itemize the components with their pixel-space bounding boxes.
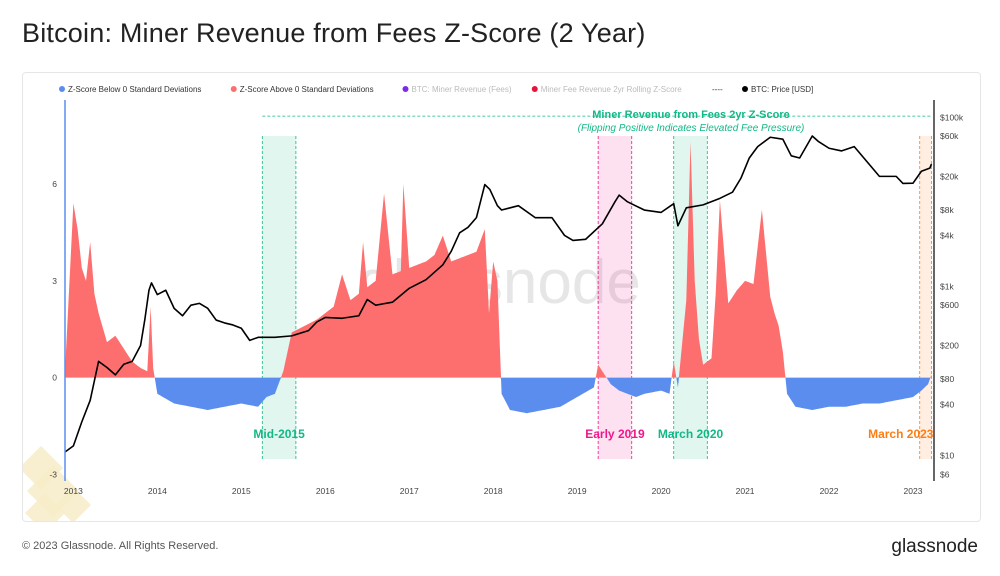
legend-marker	[230, 86, 237, 92]
y-right-tick-label: $20k	[940, 171, 959, 181]
legend-item[interactable]: BTC: Price [USD]	[742, 85, 813, 94]
legend-marker	[402, 86, 409, 92]
zscore-below-area	[65, 377, 932, 414]
highlight-band	[262, 136, 296, 459]
y-right-tick-label: $40	[940, 400, 954, 410]
band-label: March 2023	[868, 427, 934, 441]
x-tick-label: 2016	[316, 486, 335, 496]
x-tick-label: 2018	[484, 486, 503, 496]
x-tick-label: 2023	[904, 486, 923, 496]
legend-item[interactable]: ----	[712, 85, 723, 94]
legend-marker	[742, 86, 748, 92]
y-left-tick-label: -3	[49, 470, 57, 480]
legend-label: Miner Fee Revenue 2yr Rolling Z-Score	[541, 85, 682, 94]
y-right-tick-label: $200	[940, 341, 959, 351]
y-right-tick-label: $10	[940, 451, 954, 461]
diamond-logo	[23, 446, 91, 521]
y-left-tick-label: 0	[52, 373, 57, 383]
x-tick-label: 2021	[736, 486, 755, 496]
legend-label: ----	[712, 85, 723, 94]
diamond-shape	[55, 487, 91, 521]
legend-item[interactable]: Miner Fee Revenue 2yr Rolling Z-Score	[531, 85, 682, 94]
x-tick-label: 2017	[400, 486, 419, 496]
page-title: Bitcoin: Miner Revenue from Fees Z-Score…	[22, 18, 646, 48]
y-left-tick-label: 3	[52, 276, 57, 286]
brand-logo-text: glassnode	[891, 536, 978, 557]
legend-marker	[59, 86, 65, 92]
y-left-tick-label: 6	[52, 179, 57, 189]
band-label: Early 2019	[585, 427, 645, 441]
y-right-tick-label: $4k	[940, 230, 954, 240]
y-right-tick-label: $600	[940, 300, 959, 310]
diamond-shape	[23, 446, 63, 490]
x-tick-label: 2013	[64, 486, 83, 496]
chart-card: glassnode 6 3 0 -3 $100k $60k $20k $8k $4k $1k $60…	[22, 72, 981, 522]
x-tick-label: 2022	[820, 486, 839, 496]
copyright-text: © 2023 Glassnode. All Rights Reserved.	[22, 540, 219, 552]
y-right-tick-label: $8k	[940, 205, 954, 215]
highlight-band	[598, 136, 632, 459]
band-label: Mid-2015	[253, 427, 305, 441]
btc-price-line	[64, 135, 933, 453]
highlight-band	[919, 136, 932, 459]
legend-item[interactable]: BTC: Miner Revenue (Fees)	[402, 85, 512, 94]
y-right-tick-label: $100k	[940, 112, 964, 122]
legend-label: BTC: Miner Revenue (Fees)	[412, 85, 512, 94]
annotation-title: Miner Revenue from Fees 2yr Z-Score	[592, 109, 789, 121]
chart-svg: glassnode 630-3$100k$60k$20k$8k$4k$1k$60…	[23, 85, 964, 521]
zscore-above-area	[65, 141, 932, 378]
y-right-tick-label: $6	[940, 469, 950, 479]
x-tick-label: 2019	[568, 486, 587, 496]
diamond-shape	[25, 493, 65, 521]
legend-marker	[531, 86, 538, 92]
y-right-tick-label: $1k	[940, 281, 954, 291]
x-tick-label: 2020	[652, 486, 671, 496]
x-tick-label: 2014	[148, 486, 167, 496]
y-right-tick-label: $80	[940, 374, 954, 384]
annotation-subtitle: (Flipping Positive Indicates Elevated Fe…	[578, 123, 805, 134]
band-label: March 2020	[658, 427, 724, 441]
legend-label: BTC: Price [USD]	[751, 85, 813, 94]
legend-item[interactable]: Z-Score Below 0 Standard Deviations	[59, 85, 201, 94]
legend-label: Z-Score Above 0 Standard Deviations	[240, 85, 374, 94]
legend-label: Z-Score Below 0 Standard Deviations	[68, 85, 201, 94]
y-right-tick-label: $60k	[940, 131, 959, 141]
x-tick-label: 2015	[232, 486, 251, 496]
legend-item[interactable]: Z-Score Above 0 Standard Deviations	[230, 85, 374, 94]
